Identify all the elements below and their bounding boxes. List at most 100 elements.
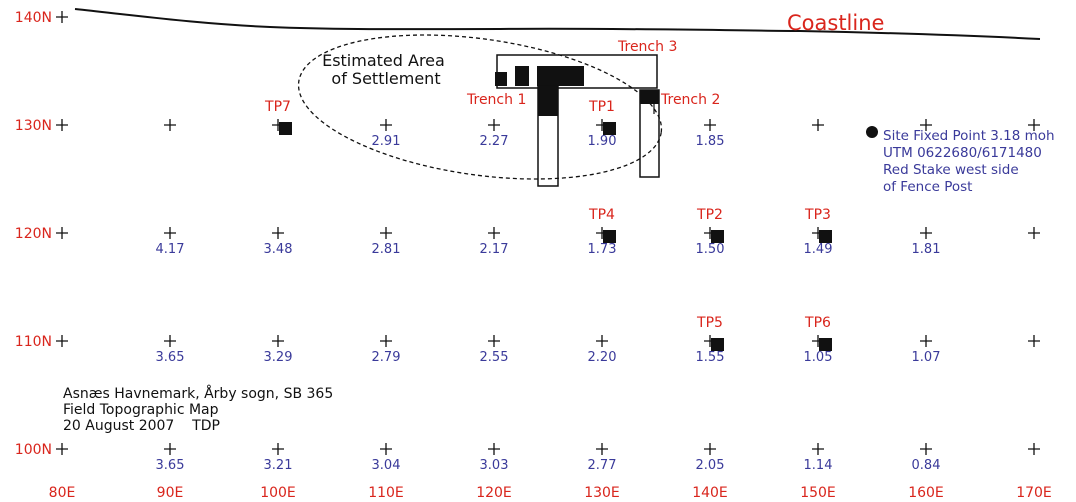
easting-label: 80E bbox=[49, 485, 76, 501]
grid-cross bbox=[380, 443, 392, 455]
northing-labels: 140N 130N 120N 110N 100N bbox=[15, 10, 52, 458]
elevation-value: 2.17 bbox=[480, 242, 509, 257]
elevation-value: 3.03 bbox=[480, 458, 509, 473]
elevation-value: 1.07 bbox=[912, 350, 941, 365]
elevation-value: 1.73 bbox=[588, 242, 617, 257]
grid-cross bbox=[488, 227, 500, 239]
grid-cross bbox=[56, 227, 68, 239]
trench-2 bbox=[639, 89, 660, 178]
grid-cross bbox=[1028, 119, 1040, 131]
fixed-point-marker bbox=[866, 126, 878, 138]
grid-cross bbox=[704, 119, 716, 131]
trench-3-label: Trench 3 bbox=[617, 39, 677, 55]
elevation-value: 4.17 bbox=[156, 242, 185, 257]
elevation-value: 2.81 bbox=[372, 242, 401, 257]
grid-cross bbox=[920, 443, 932, 455]
trench-2-label: Trench 2 bbox=[660, 92, 720, 108]
grid-cross bbox=[380, 227, 392, 239]
settlement-area-outline bbox=[297, 34, 663, 180]
elevation-value: 1.81 bbox=[912, 242, 941, 257]
easting-label: 90E bbox=[157, 485, 184, 501]
northing-label: 100N bbox=[15, 442, 52, 458]
elevation-values: 2.91 2.27 1.90 1.85 4.17 3.48 2.81 2.17 1.73 1.50… bbox=[156, 134, 941, 473]
elevation-value: 2.20 bbox=[588, 350, 617, 365]
elevation-value: 2.55 bbox=[480, 350, 509, 365]
fixed-point-note: Site Fixed Point 3.18 moh UTM 0622680/61… bbox=[883, 128, 1059, 195]
test-pit-marker bbox=[819, 230, 832, 243]
easting-label: 100E bbox=[260, 485, 296, 501]
grid-cross bbox=[56, 11, 68, 23]
test-pit-label: TP3 bbox=[804, 207, 831, 223]
fixed-point-line-2: UTM 0622680/6171480 bbox=[883, 145, 1042, 161]
caption-line-1: Asnæs Havnemark, Årby sogn, SB 365 bbox=[63, 385, 333, 402]
test-pit-marker bbox=[819, 338, 832, 351]
test-pit-label: TP7 bbox=[264, 99, 291, 115]
elevation-value: 0.84 bbox=[912, 458, 941, 473]
test-pit-marker bbox=[711, 338, 724, 351]
easting-label: 130E bbox=[584, 485, 620, 501]
grid-cross bbox=[164, 227, 176, 239]
map-caption: Asnæs Havnemark, Årby sogn, SB 365 Field… bbox=[63, 385, 338, 434]
elevation-value: 1.05 bbox=[804, 350, 833, 365]
fixed-point-line-4: of Fence Post bbox=[883, 179, 972, 195]
easting-label: 120E bbox=[476, 485, 512, 501]
grid-cross bbox=[380, 335, 392, 347]
grid-cross bbox=[596, 335, 608, 347]
elevation-value: 1.50 bbox=[696, 242, 725, 257]
elevation-value: 2.77 bbox=[588, 458, 617, 473]
elevation-value: 2.91 bbox=[372, 134, 401, 149]
grid-cross bbox=[164, 443, 176, 455]
easting-label: 110E bbox=[368, 485, 404, 501]
caption-line-3: 20 August 2007 TDP bbox=[63, 418, 220, 434]
grid-cross bbox=[596, 443, 608, 455]
fixed-point-line-1: Site Fixed Point 3.18 moh bbox=[883, 128, 1055, 144]
elevation-value: 1.85 bbox=[696, 134, 725, 149]
grid-cross bbox=[812, 443, 824, 455]
coastline bbox=[74, 8, 1041, 40]
grid-cross bbox=[704, 443, 716, 455]
grid-cross bbox=[1028, 335, 1040, 347]
trench-1-label: Trench 1 bbox=[466, 92, 526, 108]
grid-cross bbox=[920, 227, 932, 239]
settlement-label-line-2: of Settlement bbox=[331, 69, 440, 88]
grid-cross bbox=[488, 335, 500, 347]
elevation-value: 3.65 bbox=[156, 458, 185, 473]
northing-label: 140N bbox=[15, 10, 52, 26]
test-pit-label: TP6 bbox=[804, 315, 831, 331]
test-pit-marker bbox=[279, 122, 292, 135]
grid-cross bbox=[380, 119, 392, 131]
easting-label: 160E bbox=[908, 485, 944, 501]
trench-3 bbox=[495, 54, 658, 89]
easting-labels: 80E 90E 100E 110E 120E 130E 140E 150E 160E 170E bbox=[49, 485, 1052, 501]
elevation-value: 3.21 bbox=[264, 458, 293, 473]
test-pit-marker bbox=[711, 230, 724, 243]
grid-cross bbox=[1028, 227, 1040, 239]
northing-label: 120N bbox=[15, 226, 52, 242]
settlement-label-line-1: Estimated Area bbox=[322, 51, 445, 70]
easting-label: 140E bbox=[692, 485, 728, 501]
grid-cross bbox=[488, 119, 500, 131]
northing-label: 110N bbox=[15, 334, 52, 350]
grid-cross bbox=[56, 119, 68, 131]
settlement-label: Estimated Area of Settlement bbox=[322, 51, 450, 88]
caption-line-2: Field Topographic Map bbox=[63, 402, 219, 418]
elevation-value: 2.27 bbox=[480, 134, 509, 149]
test-pit-label: TP2 bbox=[696, 207, 723, 223]
grid-cross bbox=[56, 443, 68, 455]
grid-cross bbox=[488, 443, 500, 455]
elevation-value: 3.48 bbox=[264, 242, 293, 257]
grid-cross bbox=[164, 119, 176, 131]
test-pit-label: TP1 bbox=[588, 99, 615, 115]
elevation-value: 3.04 bbox=[372, 458, 401, 473]
test-pit-label: TP4 bbox=[588, 207, 615, 223]
grid-cross bbox=[272, 227, 284, 239]
elevation-value: 2.79 bbox=[372, 350, 401, 365]
easting-label: 150E bbox=[800, 485, 836, 501]
trench-1 bbox=[537, 85, 559, 187]
grid-cross bbox=[272, 443, 284, 455]
elevation-value: 1.90 bbox=[588, 134, 617, 149]
easting-label: 170E bbox=[1016, 485, 1052, 501]
test-pit-marker bbox=[603, 122, 616, 135]
grid-cross bbox=[1028, 443, 1040, 455]
